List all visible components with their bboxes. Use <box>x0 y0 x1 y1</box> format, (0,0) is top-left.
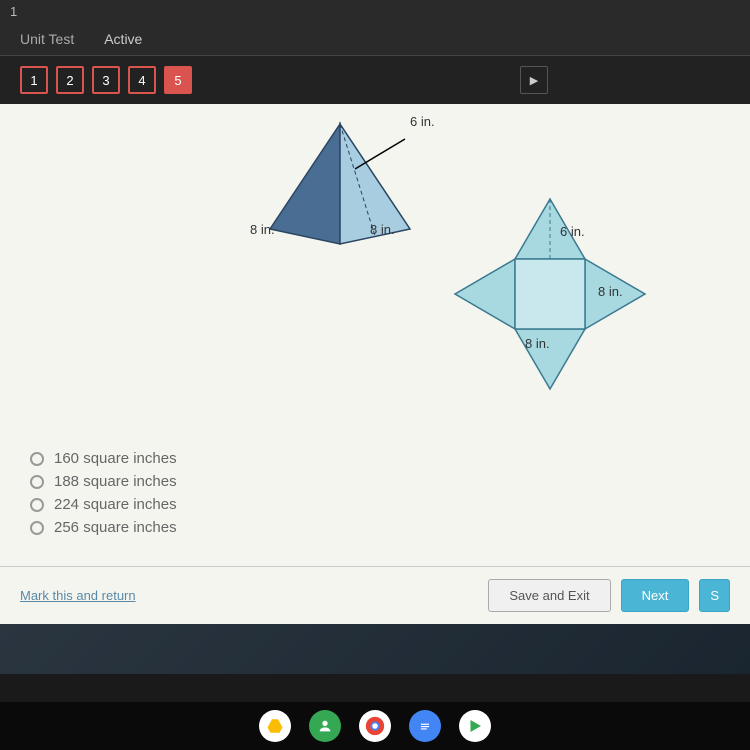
taskbar <box>0 702 750 750</box>
answer-options: 160 square inches 188 square inches 224 … <box>30 444 177 542</box>
option-b[interactable]: 188 square inches <box>30 473 177 490</box>
option-d[interactable]: 256 square inches <box>30 519 177 536</box>
net-figure <box>430 194 670 404</box>
radio-icon <box>30 452 44 466</box>
option-label: 188 square inches <box>54 473 177 490</box>
next-button[interactable]: Next <box>621 579 690 612</box>
play-icon[interactable] <box>459 710 491 742</box>
test-title: Unit Test <box>20 31 74 47</box>
submit-button[interactable]: S <box>699 579 730 612</box>
counter-bar: 1 <box>0 0 750 23</box>
docs-icon[interactable] <box>409 710 441 742</box>
next-arrow-icon[interactable]: ▶ <box>520 66 548 94</box>
q-button-5[interactable]: 5 <box>164 66 192 94</box>
net-side2-label: 8 in. <box>525 336 550 351</box>
q-button-3[interactable]: 3 <box>92 66 120 94</box>
diagram: 6 in. 8 in. 8 in. 6 in. 8 in. 8 in. <box>220 114 700 394</box>
net-side1-label: 8 in. <box>598 284 623 299</box>
header: Unit Test Active <box>0 23 750 56</box>
radio-icon <box>30 498 44 512</box>
mark-return-link[interactable]: Mark this and return <box>20 588 136 603</box>
radio-icon <box>30 475 44 489</box>
pyramid-base1-label: 8 in. <box>250 222 275 237</box>
content-area: 6 in. 8 in. 8 in. 6 in. 8 in. 8 in. 160 … <box>0 104 750 624</box>
active-tab: Active <box>104 31 142 47</box>
chrome-icon[interactable] <box>359 710 391 742</box>
option-a[interactable]: 160 square inches <box>30 450 177 467</box>
desktop-background <box>0 624 750 674</box>
option-label: 224 square inches <box>54 496 177 513</box>
button-group: Save and Exit Next S <box>488 579 730 612</box>
question-nav: 1 2 3 4 5 ▶ <box>0 56 750 104</box>
option-label: 256 square inches <box>54 519 177 536</box>
q-button-4[interactable]: 4 <box>128 66 156 94</box>
net-h-label: 6 in. <box>560 224 585 239</box>
q-button-1[interactable]: 1 <box>20 66 48 94</box>
drive-icon[interactable] <box>259 710 291 742</box>
pyramid-base2-label: 8 in. <box>370 222 395 237</box>
q-button-2[interactable]: 2 <box>56 66 84 94</box>
radio-icon <box>30 521 44 535</box>
option-c[interactable]: 224 square inches <box>30 496 177 513</box>
pyramid-slant-label: 6 in. <box>410 114 435 129</box>
option-label: 160 square inches <box>54 450 177 467</box>
counter: 1 <box>10 4 17 19</box>
contacts-icon[interactable] <box>309 710 341 742</box>
bottom-bar: Mark this and return Save and Exit Next … <box>0 566 750 624</box>
save-exit-button[interactable]: Save and Exit <box>488 579 610 612</box>
